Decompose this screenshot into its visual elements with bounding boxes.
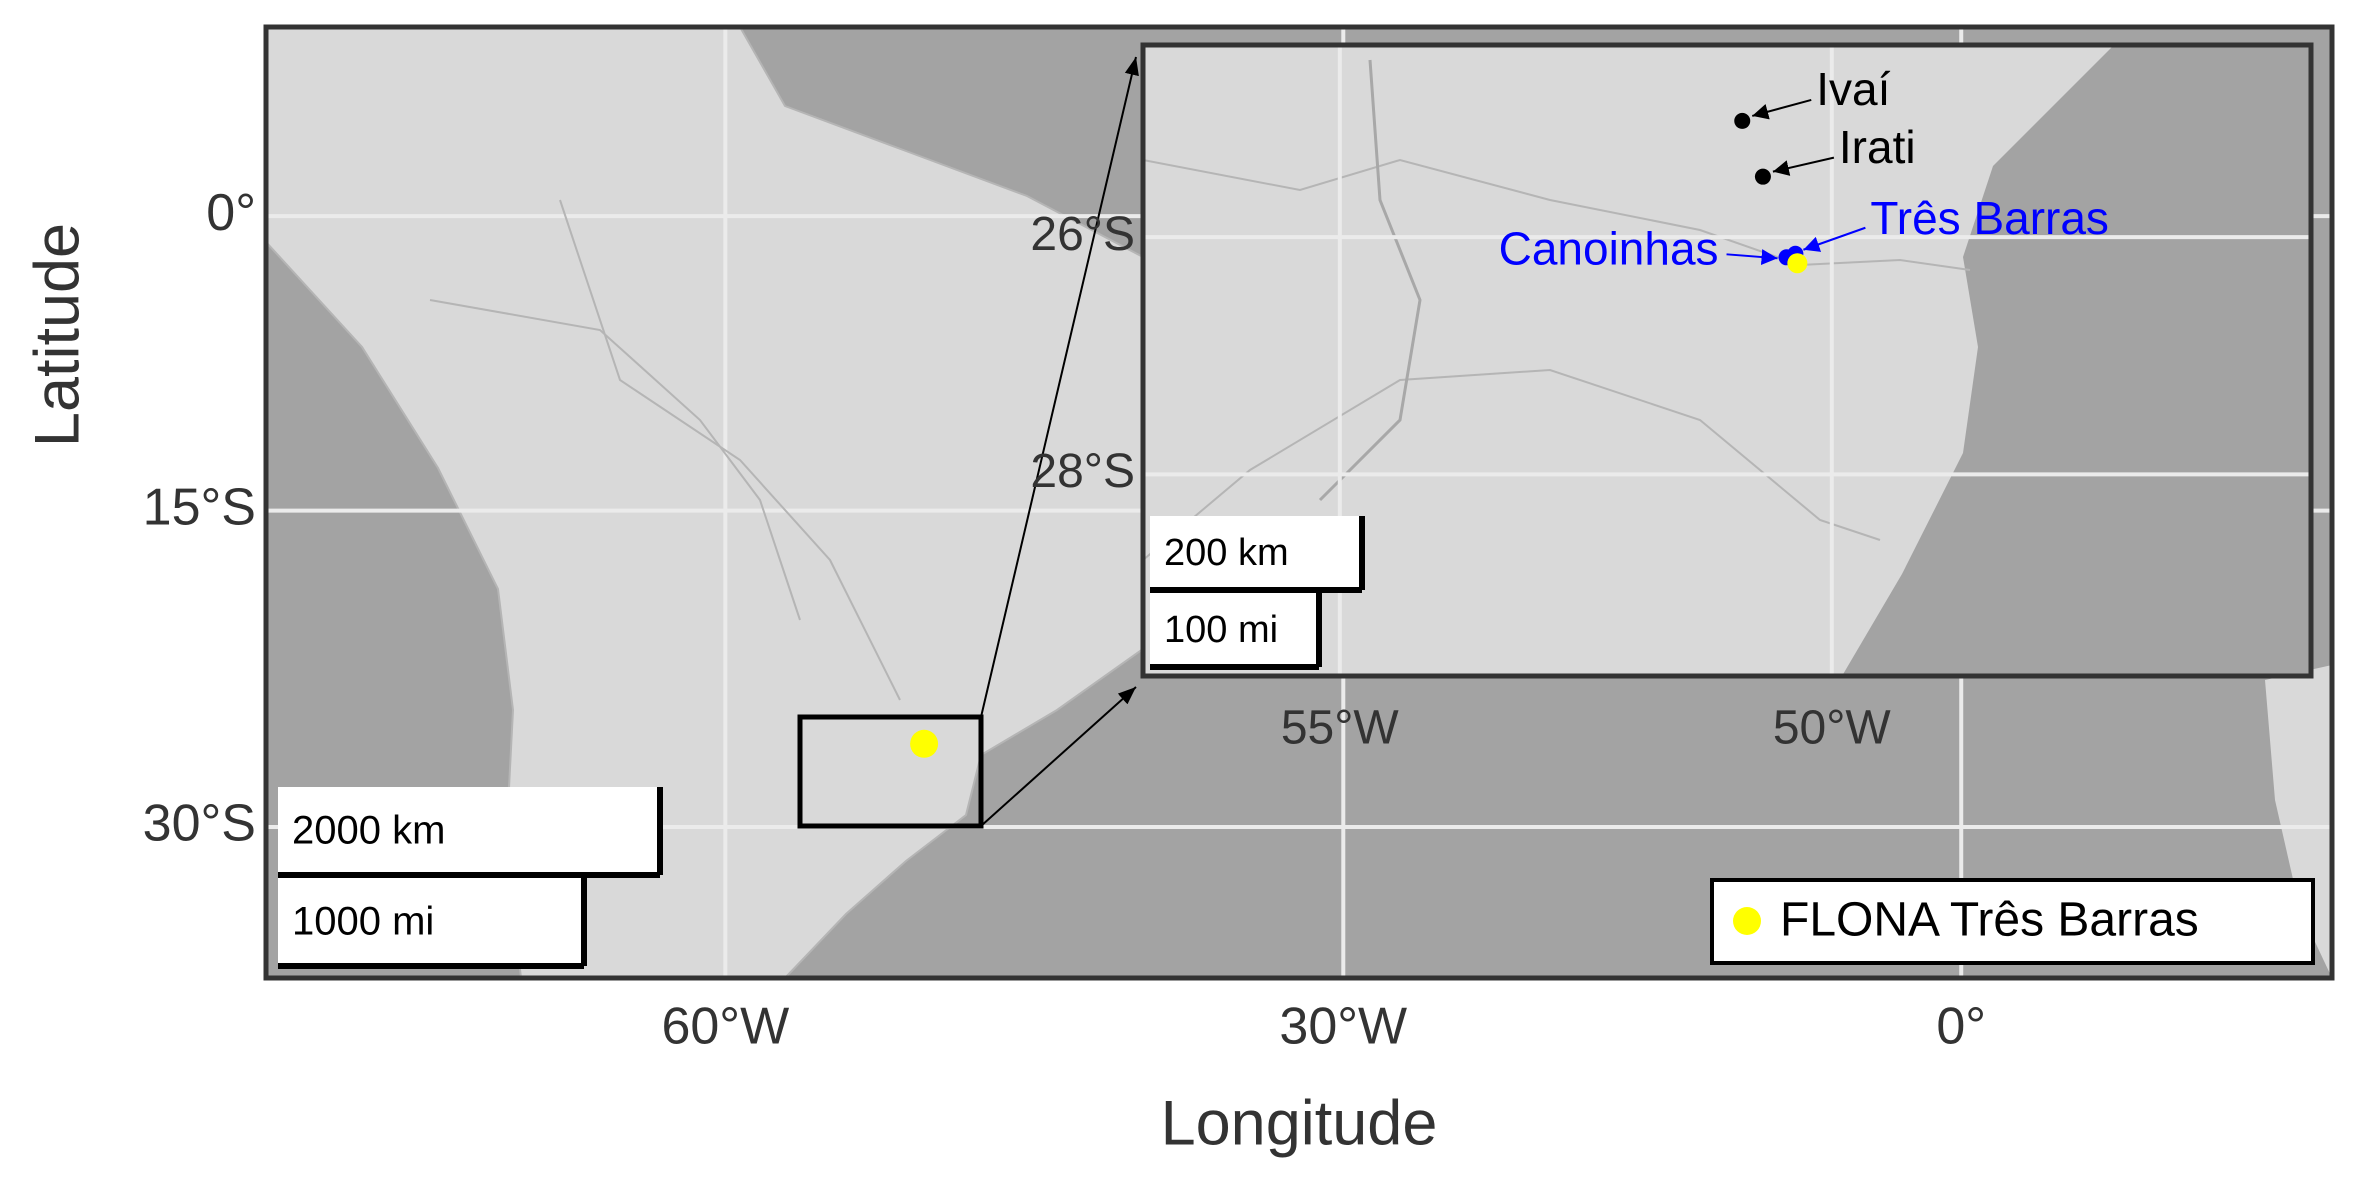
x-axis-title: Longitude bbox=[1161, 1089, 1438, 1159]
ocean bbox=[1842, 45, 2311, 676]
place-label: Canoinhas bbox=[1499, 222, 1719, 274]
place-point bbox=[1734, 112, 1751, 129]
label-arrow bbox=[1726, 249, 1778, 266]
main-frame bbox=[263, 24, 2335, 981]
place-label: Três Barras bbox=[1870, 192, 2109, 244]
scale-bar-label: 1000 mi bbox=[292, 900, 434, 944]
scale-bar bbox=[1150, 516, 1362, 590]
inset-extent-box bbox=[797, 714, 984, 829]
label-arrow bbox=[1751, 98, 1812, 120]
inset-y-tick-label: 28°S bbox=[1030, 445, 1135, 498]
inset-scale-bars: 200 km 100 mi bbox=[1150, 516, 1365, 670]
place-point bbox=[1754, 168, 1771, 185]
scale-bar-label: 2000 km bbox=[292, 809, 445, 853]
x-tick-label: 0° bbox=[1936, 998, 1986, 1056]
connector-line bbox=[980, 56, 1139, 718]
scale-bar bbox=[278, 878, 584, 966]
scale-bar bbox=[1150, 593, 1319, 667]
inset-points bbox=[1726, 98, 1866, 274]
labels: 60°W 30°W 0° 0° 15°S 30°S 55°W 50°W 26°S 28°S Ivaí… bbox=[143, 63, 2109, 1056]
border-line bbox=[429, 299, 801, 621]
border-line bbox=[1143, 368, 1881, 561]
place-label: Irati bbox=[1839, 121, 1916, 173]
legend-label: FLONA Três Barras bbox=[1780, 894, 2199, 947]
inset-frame bbox=[1140, 42, 2314, 679]
y-tick-label: 30°S bbox=[143, 795, 256, 853]
river-line bbox=[1318, 59, 1422, 502]
scale-bar-label: 200 km bbox=[1164, 532, 1289, 574]
label-arrow bbox=[1803, 226, 1866, 252]
connector-line bbox=[980, 686, 1137, 827]
inset-x-tick-label: 50°W bbox=[1773, 702, 1892, 755]
border-line bbox=[559, 199, 901, 701]
inset-x-tick-label: 55°W bbox=[1281, 702, 1400, 755]
site-point bbox=[1787, 253, 1808, 274]
legend: FLONA Três Barras bbox=[1710, 878, 2315, 965]
land-africa bbox=[2265, 665, 2332, 978]
x-tick-label: 60°W bbox=[661, 998, 789, 1056]
place-label: Ivaí bbox=[1816, 63, 1890, 115]
scale-bar bbox=[278, 787, 660, 875]
y-tick-label: 15°S bbox=[143, 478, 256, 536]
y-tick-label: 0° bbox=[206, 184, 256, 242]
legend-box bbox=[1710, 878, 2315, 965]
y-axis-title: Latitude bbox=[23, 223, 93, 447]
site-point bbox=[910, 729, 939, 758]
main-points bbox=[910, 729, 939, 758]
border-line bbox=[1143, 158, 1971, 271]
main-scale-bars: 2000 km 1000 mi bbox=[278, 787, 663, 969]
label-arrow bbox=[1772, 156, 1835, 176]
x-tick-label: 30°W bbox=[1279, 998, 1407, 1056]
legend-marker bbox=[1733, 907, 1761, 935]
scale-bar-label: 100 mi bbox=[1164, 609, 1278, 651]
inset-y-tick-label: 26°S bbox=[1030, 208, 1135, 261]
